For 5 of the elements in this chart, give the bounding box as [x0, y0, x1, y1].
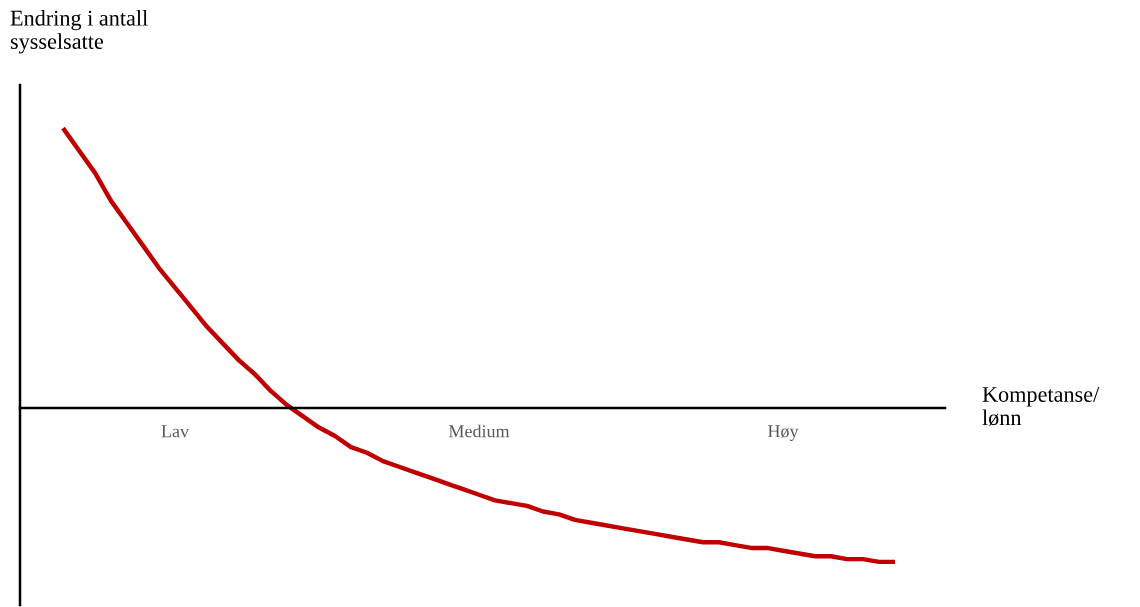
x-tick-label: Lav — [161, 425, 190, 438]
x-tick-label: Høy — [767, 425, 799, 442]
y-axis-title: Endring i antall sysselsatte — [10, 10, 148, 54]
x-tick-label: Medium — [448, 424, 510, 438]
x-axis-title: Kompetanse/ lønn — [982, 387, 1100, 426]
